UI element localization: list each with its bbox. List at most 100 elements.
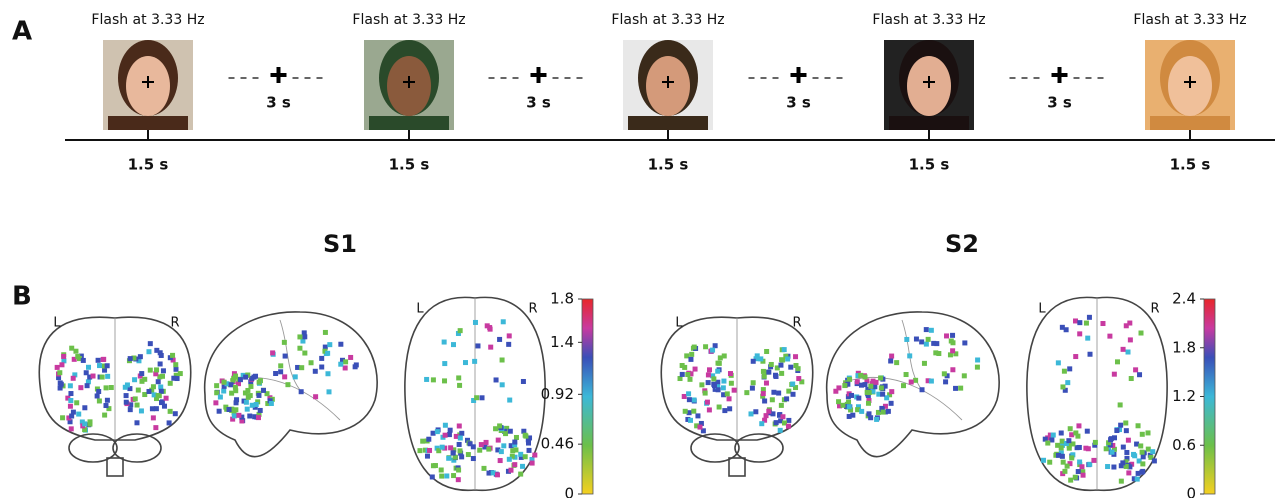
voxel — [1045, 441, 1050, 446]
voxel — [729, 381, 734, 386]
voxel — [229, 391, 234, 396]
voxel — [1118, 402, 1123, 407]
voxel — [1093, 440, 1098, 445]
voxel — [101, 357, 106, 362]
voxel — [748, 411, 753, 416]
voxel — [786, 418, 791, 423]
voxel — [728, 371, 733, 376]
voxel — [721, 385, 726, 390]
voxel — [299, 365, 304, 370]
voxel — [1065, 380, 1070, 385]
voxel — [791, 392, 796, 397]
voxel — [214, 390, 219, 395]
voxel — [170, 353, 175, 358]
voxel — [776, 391, 781, 396]
voxel — [1141, 454, 1146, 459]
voxel — [926, 337, 931, 342]
hemisphere-label: R — [792, 316, 801, 331]
voxel — [1077, 331, 1082, 336]
voxel — [924, 327, 929, 332]
voxel — [325, 371, 330, 376]
voxel — [907, 353, 912, 358]
voxel — [491, 470, 496, 475]
voxel — [173, 367, 178, 372]
voxel — [498, 458, 503, 463]
voxel — [1067, 446, 1072, 451]
voxel — [278, 363, 283, 368]
voxel — [1085, 336, 1090, 341]
voxel — [1081, 473, 1086, 478]
voxel — [178, 371, 183, 376]
voxel — [944, 333, 949, 338]
voxel — [715, 369, 720, 374]
voxel — [703, 344, 708, 349]
voxel — [501, 319, 506, 324]
voxel — [354, 362, 359, 367]
voxel — [139, 371, 144, 376]
voxel — [744, 390, 749, 395]
voxel — [448, 428, 453, 433]
voxel — [1115, 359, 1120, 364]
voxel — [475, 343, 480, 348]
voxel — [862, 382, 867, 387]
panel-label: A — [12, 17, 32, 47]
voxel — [431, 377, 436, 382]
voxel — [1041, 458, 1046, 463]
duration-label: 1.5 s — [128, 156, 169, 174]
voxel — [1136, 423, 1141, 428]
voxel — [878, 376, 883, 381]
voxel — [456, 375, 461, 380]
voxel — [159, 353, 164, 358]
subject-title: S1 — [323, 230, 357, 258]
voxel — [779, 403, 784, 408]
voxel — [682, 394, 687, 399]
voxel — [766, 409, 771, 414]
voxel — [343, 365, 348, 370]
voxel — [68, 383, 73, 388]
brainstem — [107, 458, 123, 476]
voxel — [148, 341, 153, 346]
voxel — [758, 356, 763, 361]
voxel — [508, 429, 513, 434]
voxel — [904, 372, 909, 377]
voxel — [446, 456, 451, 461]
voxel — [692, 397, 697, 402]
voxel — [1118, 423, 1123, 428]
voxel — [82, 421, 87, 426]
voxel — [842, 383, 847, 388]
voxel — [167, 420, 172, 425]
voxel — [920, 387, 925, 392]
voxel — [1124, 450, 1129, 455]
voxel — [283, 354, 288, 359]
voxel — [507, 398, 512, 403]
voxel — [78, 385, 83, 390]
voxel — [154, 348, 159, 353]
colorbar-tick-label: 0.46 — [541, 435, 574, 453]
voxel — [1055, 443, 1060, 448]
voxel — [448, 445, 453, 450]
voxel — [456, 468, 461, 473]
voxel — [1085, 429, 1090, 434]
voxel — [457, 423, 462, 428]
voxel — [501, 443, 506, 448]
voxel — [1067, 366, 1072, 371]
voxel — [762, 399, 767, 404]
voxel — [439, 467, 444, 472]
voxel — [771, 390, 776, 395]
colorbar-tick-label: 0.6 — [1172, 436, 1196, 454]
voxel — [691, 409, 696, 414]
voxel — [427, 448, 432, 453]
voxel — [458, 448, 463, 453]
voxel — [950, 340, 955, 345]
voxel — [1086, 446, 1091, 451]
voxel — [931, 341, 936, 346]
voxel — [146, 349, 151, 354]
voxel — [1139, 331, 1144, 336]
voxel — [688, 357, 693, 362]
voxel — [236, 413, 241, 418]
voxel — [1091, 458, 1096, 463]
voxel — [790, 382, 795, 387]
voxel — [484, 440, 489, 445]
voxel — [1088, 352, 1093, 357]
voxel — [1129, 376, 1134, 381]
